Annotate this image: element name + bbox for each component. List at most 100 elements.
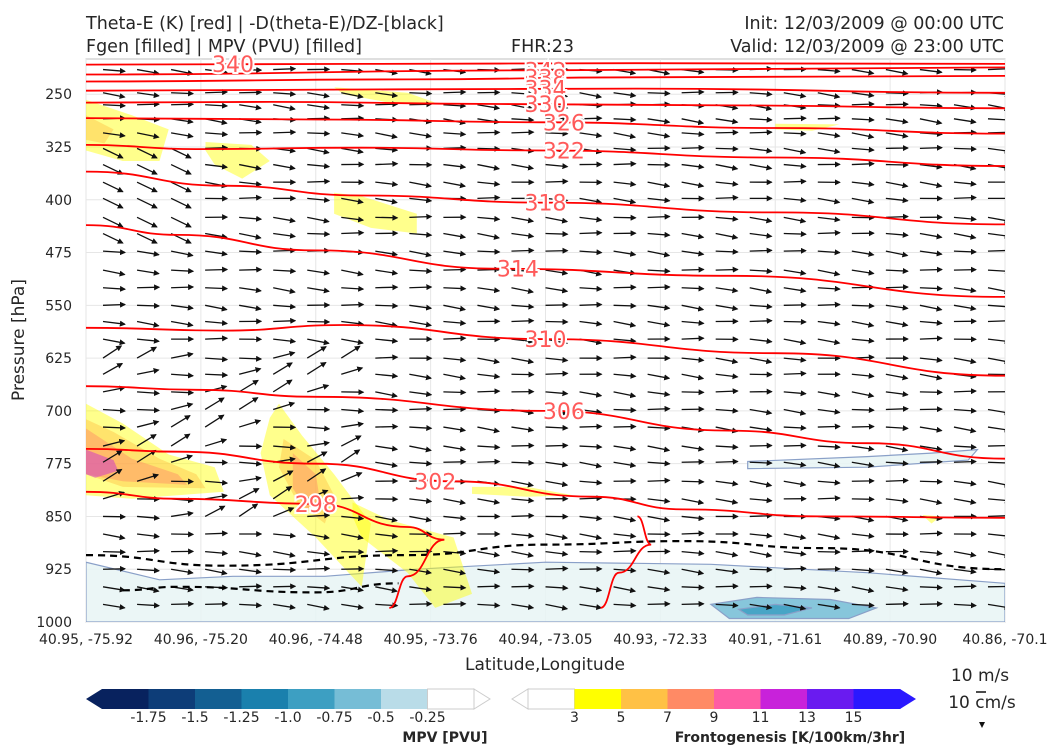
wind-vector — [511, 287, 534, 295]
y-tick-label: 700 — [45, 404, 72, 420]
wind-vector — [749, 480, 773, 488]
wind-vector — [919, 426, 943, 433]
wind-vector — [919, 584, 943, 591]
wind-vector — [783, 318, 807, 325]
wind-vector — [579, 391, 603, 398]
fgen-colorbar-end — [511, 688, 529, 710]
wind-vector — [341, 533, 364, 541]
wind-vector — [545, 370, 569, 377]
wind-vector — [715, 304, 739, 312]
wind-vector — [102, 147, 124, 159]
theta-e-contour — [86, 324, 1005, 377]
wind-vector — [307, 130, 331, 137]
wind-vector — [851, 320, 875, 328]
wind-vector — [545, 130, 569, 137]
x-tick-label: 40.91, -71.61 — [728, 632, 822, 648]
wind-vector — [783, 533, 807, 541]
wind-vector — [613, 132, 637, 140]
wind-vector — [273, 401, 296, 411]
wind-vector — [919, 118, 943, 126]
wind-vector — [409, 304, 433, 311]
wind-vector — [511, 163, 535, 171]
fgen-colorbar-segment — [527, 688, 575, 710]
wind-vector — [239, 583, 263, 590]
wind-vector — [273, 129, 297, 136]
wind-vector — [102, 345, 123, 359]
wind-vector — [851, 532, 875, 539]
fgen-colorbar-segment — [853, 689, 901, 709]
fgen-region — [86, 428, 188, 485]
wind-vector — [137, 547, 160, 554]
wind-vector — [749, 603, 773, 610]
wind-vector — [136, 250, 160, 257]
wind-vector — [817, 92, 841, 100]
theta-e-contour — [86, 117, 1005, 135]
wind-vector — [375, 160, 399, 167]
wind-vector — [885, 68, 909, 76]
wind-vector — [102, 249, 126, 256]
wind-vector — [749, 317, 773, 324]
wind-vector — [681, 304, 705, 312]
wind-vector — [953, 498, 977, 505]
wind-vector — [613, 181, 637, 188]
wind-vector — [783, 231, 807, 238]
wind-vector — [205, 131, 229, 138]
wind-vector — [239, 475, 262, 482]
wind-vector — [341, 229, 365, 236]
theta-e-label: 330 — [525, 93, 567, 118]
wind-vector — [579, 603, 603, 610]
wind-vector — [749, 497, 773, 504]
wind-vector — [545, 318, 569, 325]
wind-vector — [239, 232, 262, 240]
wind-vector — [272, 485, 293, 500]
wind-vector — [102, 67, 126, 74]
wind-vector — [307, 92, 330, 99]
wind-vector — [579, 216, 603, 223]
wind-vector — [340, 345, 361, 359]
wind-vector — [443, 304, 466, 312]
wind-vector — [511, 583, 535, 590]
wind-vector — [545, 424, 569, 431]
wind-vector — [681, 319, 705, 326]
wind-vector — [205, 320, 228, 327]
wind-vector — [817, 320, 841, 327]
wind-vector — [681, 181, 705, 189]
wind-vector — [919, 445, 943, 452]
fgen-region — [205, 142, 270, 179]
wind-vector — [136, 232, 158, 244]
wind-vector — [885, 460, 909, 467]
wind-vector — [715, 118, 739, 125]
y-tick-label: 550 — [45, 298, 72, 314]
wind-vector — [102, 232, 124, 244]
wind-vector — [953, 180, 977, 187]
wind-vector — [443, 373, 466, 381]
wind-vector — [647, 600, 671, 607]
wind-vector — [953, 118, 977, 125]
wind-vector — [205, 479, 229, 486]
wind-vector — [715, 248, 739, 255]
wind-vector — [715, 444, 739, 451]
wind-vector — [443, 515, 467, 522]
wind-vector — [511, 317, 535, 324]
wind-vector — [919, 285, 943, 292]
wind-vector — [647, 284, 671, 291]
wind-vector — [579, 132, 603, 139]
wind-vector — [443, 131, 467, 138]
wind-vector — [715, 266, 739, 273]
wind-vector — [749, 442, 773, 449]
wind-vector — [987, 104, 1005, 112]
wind-vector — [306, 489, 329, 500]
wind-vector — [273, 163, 296, 171]
mpv-colorbar-tick: -1.25 — [223, 710, 259, 726]
fgen-region — [86, 115, 114, 144]
wind-vector — [137, 514, 160, 521]
wind-vector — [715, 458, 739, 465]
theta-e-label: 334 — [525, 78, 567, 103]
wind-vector — [613, 532, 637, 539]
theta-e-contour — [86, 87, 1005, 94]
wind-vector — [136, 346, 158, 359]
wind-vector — [919, 356, 943, 363]
wind-vector — [681, 250, 705, 257]
y-tick-label: 775 — [45, 457, 72, 473]
wind-vector — [205, 550, 229, 557]
